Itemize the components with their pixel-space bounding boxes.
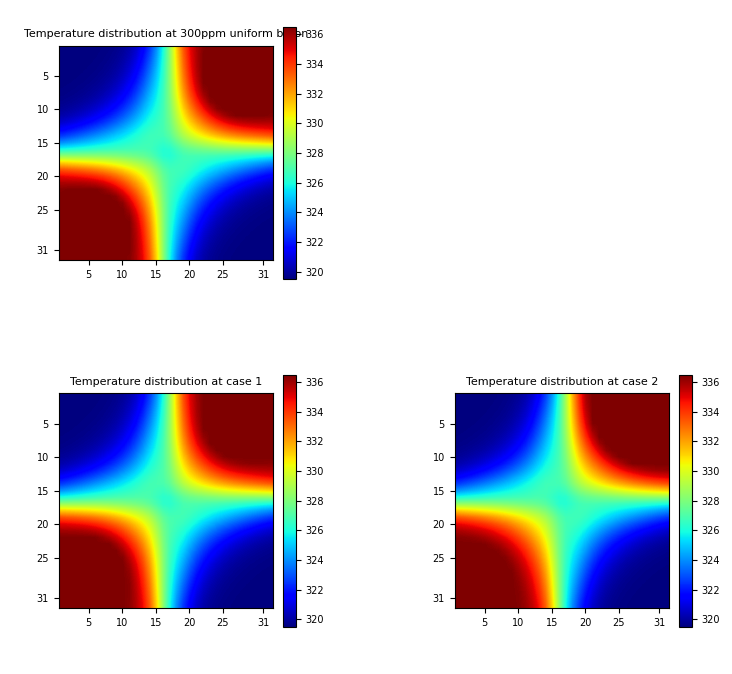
Title: Temperature distribution at 300ppm uniform boron: Temperature distribution at 300ppm unifo… [23,30,308,39]
Title: Temperature distribution at case 1: Temperature distribution at case 1 [70,377,262,387]
Title: Temperature distribution at case 2: Temperature distribution at case 2 [466,377,658,387]
